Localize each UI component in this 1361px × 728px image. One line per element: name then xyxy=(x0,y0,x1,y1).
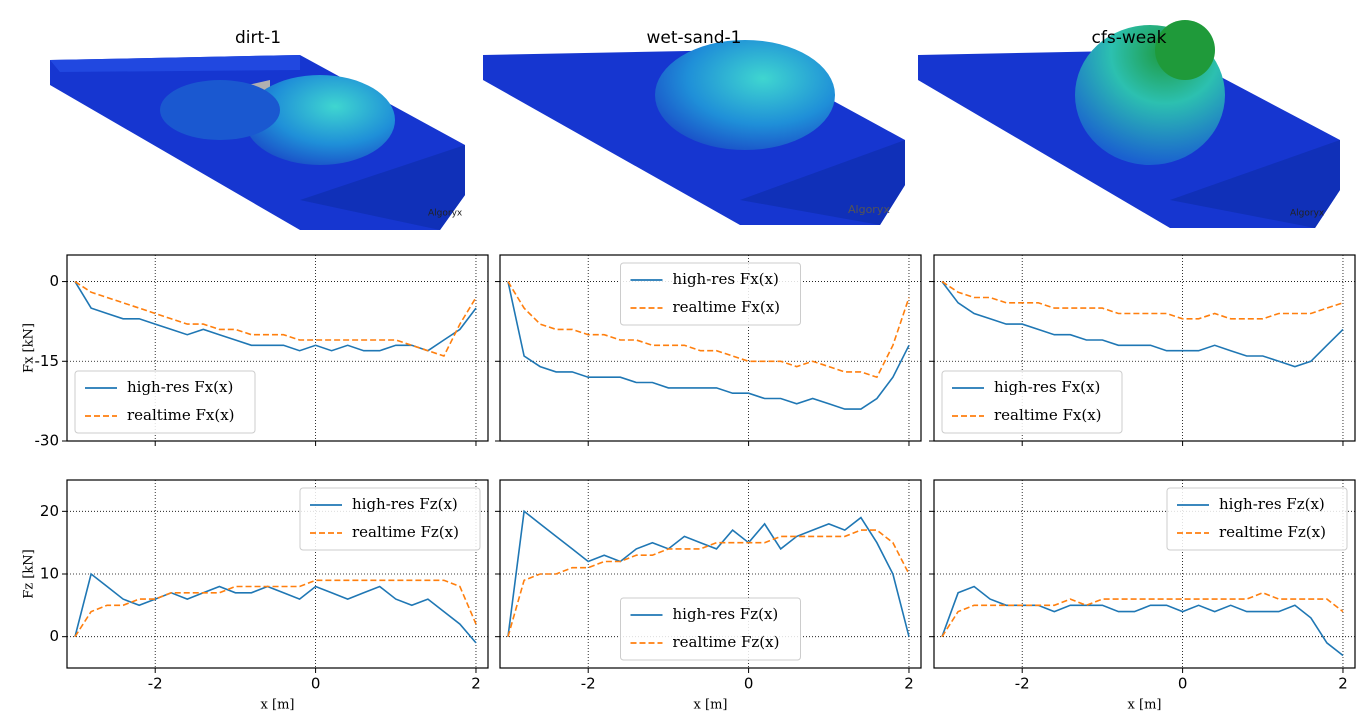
axes-frame xyxy=(499,254,922,442)
data-line xyxy=(507,529,910,637)
legend-label: high-res Fz(x) xyxy=(1219,495,1325,513)
legend: high-res Fx(x) realtime Fx(x) xyxy=(74,370,256,434)
plot: 0 -15 -30 Fx [kN] high-res Fx(x) realtime Fx(… xyxy=(22,254,489,450)
x-tick-label: -2 xyxy=(1015,675,1030,693)
plot: high-res Fx(x) realtime Fx(x) xyxy=(495,254,922,446)
plot-area xyxy=(941,280,1344,368)
plot: high-res Fx(x) realtime Fx(x) xyxy=(929,254,1356,446)
legend-box xyxy=(74,370,256,434)
axes-frame xyxy=(499,479,922,669)
y-axis-label: Fx [kN] xyxy=(22,323,37,373)
data-line xyxy=(74,281,477,352)
y-tick-label: 0 xyxy=(49,627,59,645)
legend-label: realtime Fz(x) xyxy=(1219,523,1326,541)
legend: high-res Fx(x) realtime Fx(x) xyxy=(941,370,1123,434)
y-axis-label: Fz [kN] xyxy=(22,549,37,598)
legend-box xyxy=(941,370,1123,434)
legend-label: high-res Fz(x) xyxy=(352,495,458,513)
plot-area xyxy=(74,572,477,644)
legend-label: high-res Fx(x) xyxy=(673,270,779,288)
legend-box xyxy=(299,487,481,551)
legend-label: high-res Fx(x) xyxy=(127,378,233,396)
data-line xyxy=(507,281,910,379)
plot: -2 0 2 x [m] high-res Fz(x) realtime Fz(x) xyxy=(495,479,922,713)
legend-box xyxy=(1166,487,1348,551)
data-line xyxy=(74,280,477,357)
axes-frame xyxy=(933,254,1356,442)
data-line xyxy=(941,281,1344,368)
x-axis-label: x [m] xyxy=(1128,698,1162,713)
x-tick-label: 2 xyxy=(904,675,914,693)
image-title: wet-sand-1 xyxy=(647,28,742,48)
legend-label: realtime Fz(x) xyxy=(352,523,459,541)
legend-label: realtime Fx(x) xyxy=(994,406,1102,424)
y-tick-label: 0 xyxy=(49,272,59,290)
data-line xyxy=(507,281,910,410)
y-tick-label: 10 xyxy=(40,565,59,583)
legend: high-res Fz(x) realtime Fz(x) xyxy=(1166,487,1348,551)
x-tick-label: 0 xyxy=(1178,675,1188,693)
y-tick-label: -15 xyxy=(35,352,60,370)
data-line xyxy=(74,572,477,644)
watermark: Algoryx xyxy=(848,203,890,216)
plot-area xyxy=(507,509,910,637)
legend-box xyxy=(620,597,801,661)
plot: -2 0 2 x [m] high-res Fz(x) realtime Fz(x) xyxy=(929,479,1356,713)
y-tick-label: -30 xyxy=(35,432,60,450)
image-title: cfs-weak xyxy=(1092,28,1167,48)
axes-frame xyxy=(66,479,489,669)
plot-area xyxy=(941,585,1344,657)
data-line xyxy=(507,509,910,637)
data-line xyxy=(941,591,1344,638)
data-line xyxy=(941,280,1344,320)
render-2 xyxy=(483,40,905,225)
y-tick-label: 20 xyxy=(40,502,59,520)
legend-label: high-res Fx(x) xyxy=(994,378,1100,396)
legend-label: realtime Fx(x) xyxy=(673,298,781,316)
x-tick-label: 2 xyxy=(1338,675,1348,693)
legend-label: high-res Fz(x) xyxy=(673,605,779,623)
plot-area xyxy=(507,281,910,410)
x-tick-label: -2 xyxy=(148,675,163,693)
legend: high-res Fx(x) realtime Fx(x) xyxy=(620,262,801,326)
legend-box xyxy=(620,262,801,326)
image-title: dirt-1 xyxy=(235,28,281,48)
x-tick-label: 0 xyxy=(311,675,321,693)
plot-area xyxy=(74,280,477,357)
render-1 xyxy=(50,55,465,230)
render-3 xyxy=(918,20,1340,228)
legend-label: realtime Fz(x) xyxy=(673,633,780,651)
x-axis-label: x [m] xyxy=(694,698,728,713)
x-tick-label: 2 xyxy=(471,675,481,693)
legend: high-res Fz(x) realtime Fz(x) xyxy=(299,487,481,551)
legend: high-res Fz(x) realtime Fz(x) xyxy=(620,597,801,661)
axes-frame xyxy=(66,254,489,442)
data-line xyxy=(941,585,1344,657)
data-line xyxy=(74,579,477,638)
axes-frame xyxy=(933,479,1356,669)
x-axis-label: x [m] xyxy=(261,698,295,713)
watermark: Algoryx xyxy=(428,209,463,219)
x-tick-label: -2 xyxy=(581,675,596,693)
watermark: Algoryx xyxy=(1290,209,1325,219)
x-tick-label: 0 xyxy=(744,675,754,693)
legend-label: realtime Fx(x) xyxy=(127,406,235,424)
